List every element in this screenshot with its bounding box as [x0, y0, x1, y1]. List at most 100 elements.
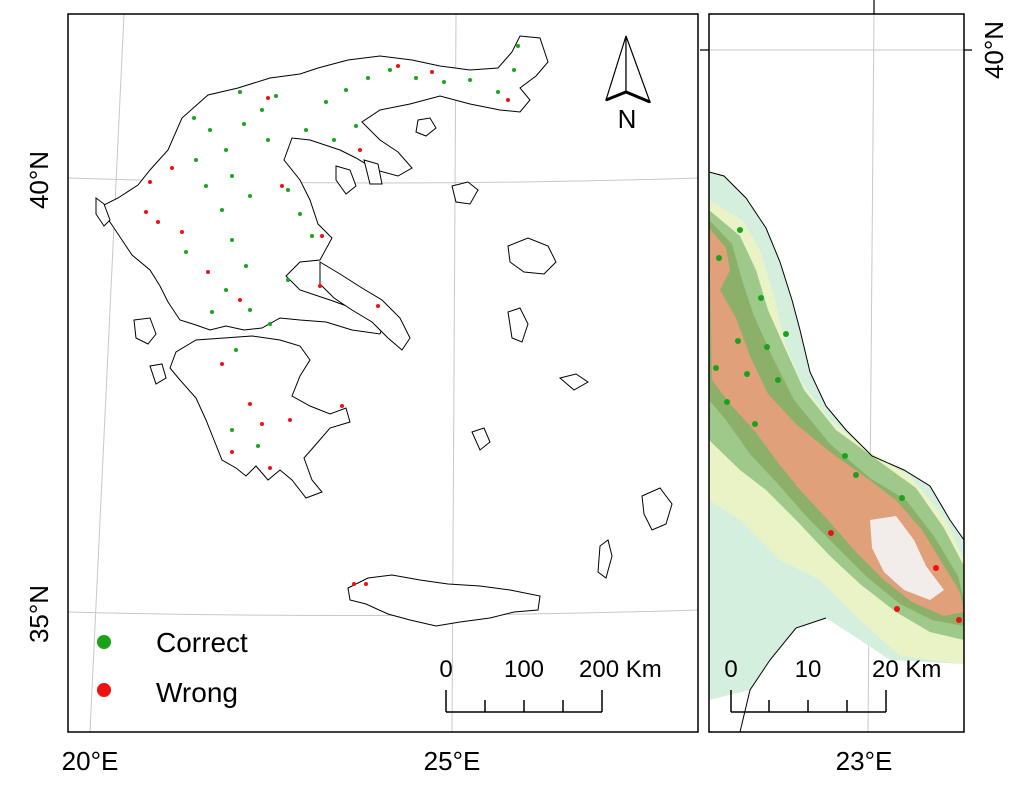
- points-wrong: [144, 64, 510, 586]
- point-wrong: [170, 166, 174, 170]
- greece-landmass: [95, 35, 673, 627]
- point-correct: [366, 76, 370, 80]
- point-correct: [234, 348, 238, 352]
- point-wrong: [364, 582, 368, 586]
- inset-lon-label-23e: 23°E: [836, 746, 893, 776]
- point-wrong: [956, 617, 962, 623]
- karpathos-outline: [597, 539, 613, 579]
- point-correct: [354, 124, 358, 128]
- naxos-outline: [471, 427, 491, 451]
- point-wrong: [352, 582, 356, 586]
- main-map: N Correct Wrong 0 100 200 Km 40°N 35°N 2…: [24, 13, 699, 776]
- euboea-outline: [319, 261, 411, 351]
- north-arrow-label: N: [618, 104, 637, 134]
- point-correct: [266, 138, 270, 142]
- point-wrong: [180, 230, 184, 234]
- inset-map-frame: [708, 13, 965, 733]
- point-correct: [224, 148, 228, 152]
- point-wrong: [318, 284, 322, 288]
- main-scale-bar: 0 100 200 Km: [439, 656, 662, 713]
- point-correct: [310, 234, 314, 238]
- point-correct: [414, 76, 418, 80]
- point-correct: [899, 495, 905, 501]
- inset-lat-label-40n: 40°N: [979, 21, 1009, 79]
- peloponnese-outline: [169, 335, 351, 499]
- legend: Correct Wrong: [97, 627, 248, 708]
- point-wrong: [340, 404, 344, 408]
- point-correct: [238, 90, 242, 94]
- point-wrong: [376, 304, 380, 308]
- point-correct: [298, 212, 302, 216]
- point-correct: [286, 278, 290, 282]
- point-wrong: [933, 565, 939, 571]
- point-wrong: [230, 450, 234, 454]
- kefalonia-outline: [133, 317, 157, 345]
- lat-label-35n: 35°N: [24, 585, 54, 643]
- point-correct: [230, 238, 234, 242]
- point-correct: [274, 94, 278, 98]
- point-wrong: [396, 64, 400, 68]
- lat-label-40n: 40°N: [24, 151, 54, 209]
- meridian-20e: [89, 14, 125, 732]
- north-arrow: N: [605, 35, 652, 134]
- point-correct: [752, 421, 758, 427]
- inset-points-correct: [713, 227, 905, 501]
- point-correct: [724, 399, 730, 405]
- main-scale-tick-100: 100: [504, 656, 544, 683]
- point-correct: [204, 184, 208, 188]
- point-wrong: [144, 210, 148, 214]
- point-wrong: [288, 418, 292, 422]
- point-wrong: [358, 148, 362, 152]
- point-correct: [304, 128, 308, 132]
- point-wrong: [220, 362, 224, 366]
- limnos-outline: [451, 181, 479, 205]
- main-scale-tick-0: 0: [439, 656, 452, 683]
- inset-points-wrong: [828, 530, 962, 623]
- north-arrow-icon: [605, 35, 627, 102]
- inset-scale-tick-0: 0: [724, 656, 737, 683]
- legend-wrong-label: Wrong: [156, 677, 238, 708]
- legend-correct-swatch: [97, 635, 111, 649]
- point-correct: [516, 44, 520, 48]
- point-wrong: [156, 220, 160, 224]
- point-wrong: [280, 184, 284, 188]
- point-correct: [713, 365, 719, 371]
- point-correct: [737, 227, 743, 233]
- point-correct: [842, 453, 848, 459]
- south-coast: [739, 617, 827, 732]
- point-correct: [744, 371, 750, 377]
- point-correct: [242, 122, 246, 126]
- point-correct: [248, 308, 252, 312]
- point-wrong: [148, 180, 152, 184]
- land-peak: [870, 516, 944, 600]
- thasos-outline: [415, 117, 437, 137]
- point-correct: [853, 472, 859, 478]
- point-wrong: [430, 70, 434, 74]
- zakynthos-outline: [149, 363, 167, 385]
- point-correct: [220, 208, 224, 212]
- point-correct: [716, 255, 722, 261]
- mainland-outline: [97, 35, 549, 335]
- point-correct: [248, 194, 252, 198]
- inset-scale-tick-20: 20 Km: [872, 656, 941, 683]
- point-wrong: [320, 234, 324, 238]
- point-correct: [344, 88, 348, 92]
- point-wrong: [266, 96, 270, 100]
- samos-outline: [558, 373, 589, 391]
- point-correct: [192, 116, 196, 120]
- crete-outline: [347, 574, 541, 627]
- point-wrong: [238, 298, 242, 302]
- main-scale-tick-200: 200 Km: [579, 656, 662, 683]
- point-correct: [194, 158, 198, 162]
- points-correct: [184, 44, 520, 448]
- point-correct: [332, 138, 336, 142]
- point-correct: [512, 68, 516, 72]
- legend-correct-label: Correct: [156, 627, 248, 658]
- meridian-25e: [451, 14, 457, 732]
- point-correct: [260, 108, 264, 112]
- point-correct: [224, 288, 228, 292]
- rhodes-outline: [641, 487, 673, 531]
- legend-wrong-swatch: [97, 683, 111, 697]
- lon-label-25e: 25°E: [424, 746, 481, 776]
